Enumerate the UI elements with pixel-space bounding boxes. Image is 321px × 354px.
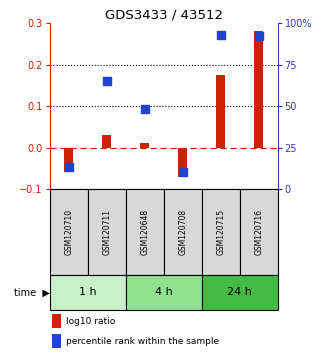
Text: GSM120708: GSM120708	[178, 209, 187, 255]
Bar	[254, 31, 264, 148]
FancyBboxPatch shape	[164, 189, 202, 275]
FancyBboxPatch shape	[126, 275, 202, 310]
Title: GDS3433 / 43512: GDS3433 / 43512	[105, 9, 223, 22]
Text: GSM120716: GSM120716	[254, 209, 263, 255]
Bar	[102, 135, 111, 148]
FancyBboxPatch shape	[88, 189, 126, 275]
Point	[218, 32, 223, 38]
Point	[142, 107, 147, 112]
Text: time  ▶: time ▶	[14, 287, 50, 297]
Bar	[216, 75, 225, 148]
Text: percentile rank within the sample: percentile rank within the sample	[66, 337, 219, 346]
Text: log10 ratio: log10 ratio	[66, 317, 115, 326]
Text: 1 h: 1 h	[79, 287, 97, 297]
Bar	[64, 148, 74, 172]
Bar	[178, 148, 187, 177]
Text: GSM120710: GSM120710	[64, 209, 73, 255]
Point	[66, 164, 71, 170]
FancyBboxPatch shape	[50, 275, 126, 310]
Bar	[140, 143, 150, 148]
Text: GSM120711: GSM120711	[102, 209, 111, 255]
Text: GSM120715: GSM120715	[216, 209, 225, 255]
FancyBboxPatch shape	[126, 189, 164, 275]
Point	[180, 170, 185, 175]
Text: GSM120648: GSM120648	[140, 209, 149, 255]
FancyBboxPatch shape	[240, 189, 278, 275]
Bar	[52, 314, 61, 328]
Point	[256, 34, 261, 39]
FancyBboxPatch shape	[202, 275, 278, 310]
FancyBboxPatch shape	[50, 189, 88, 275]
Text: 24 h: 24 h	[227, 287, 252, 297]
FancyBboxPatch shape	[202, 189, 240, 275]
Text: 4 h: 4 h	[155, 287, 173, 297]
Bar	[52, 334, 61, 348]
Point	[104, 78, 109, 84]
